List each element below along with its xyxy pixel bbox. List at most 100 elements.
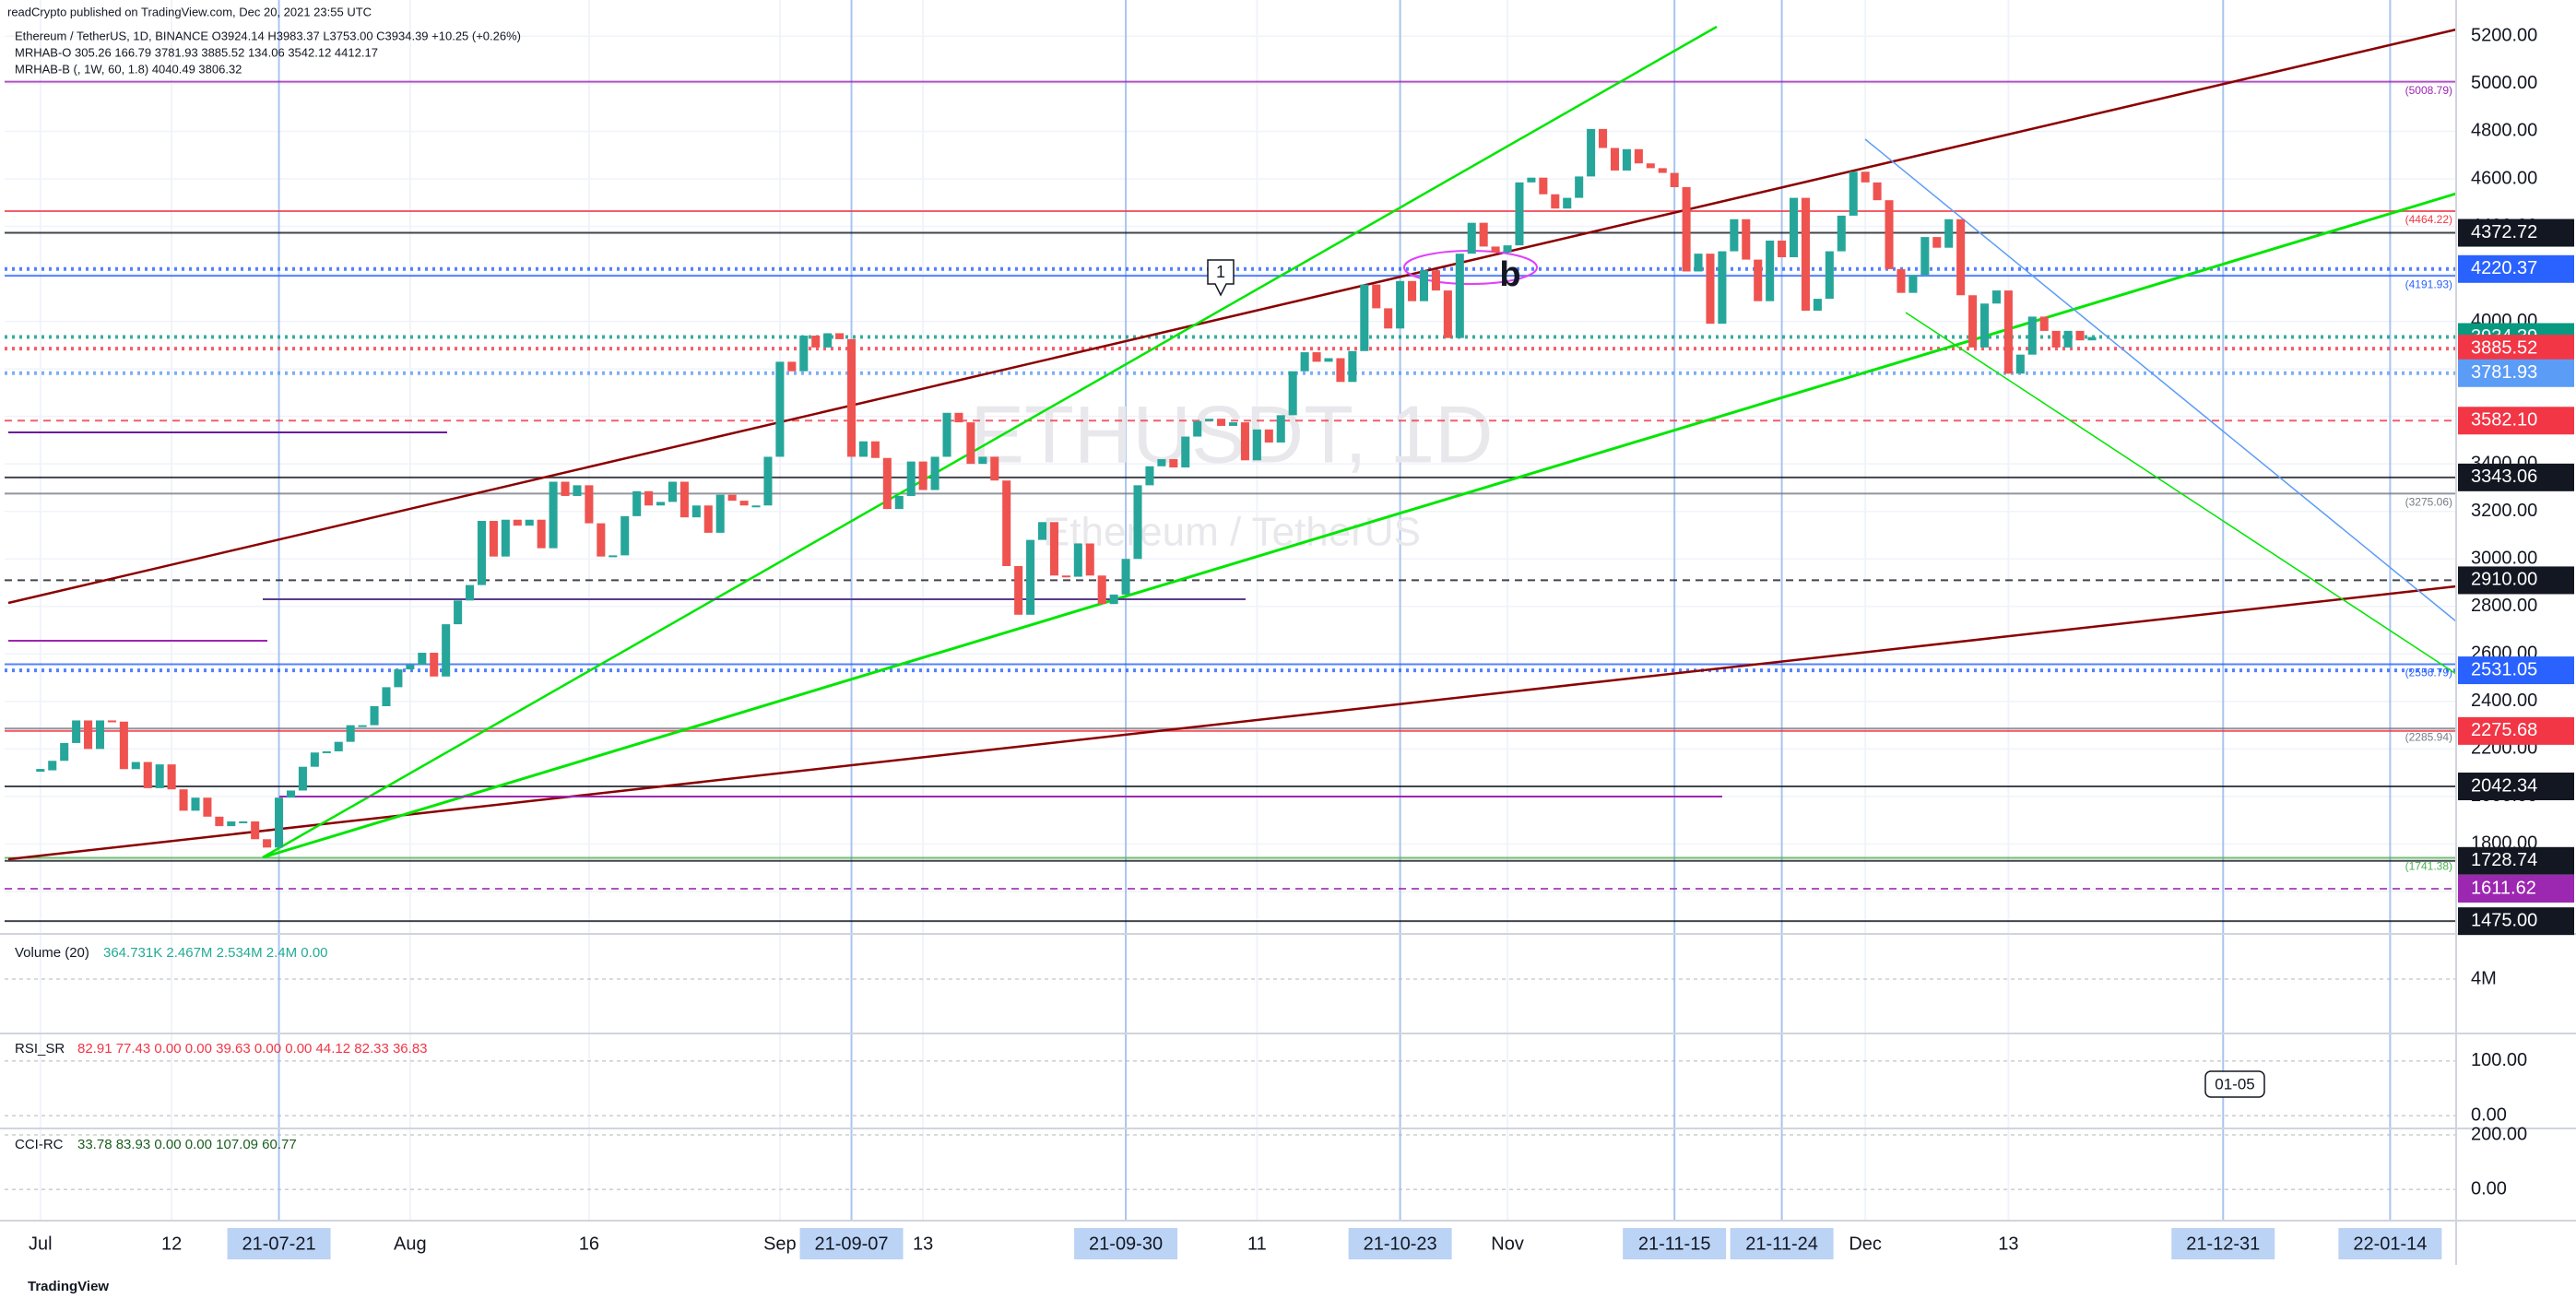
callout (1207, 259, 1235, 297)
price-badge (2458, 335, 2574, 363)
candle (644, 490, 654, 506)
candle (239, 821, 248, 823)
candle (1408, 280, 1417, 301)
candle (1754, 259, 1763, 301)
candle (858, 441, 868, 457)
x-tick-highlight (1623, 1228, 1727, 1259)
candle (1920, 237, 1930, 276)
candle (1288, 371, 1297, 416)
candle (656, 502, 666, 506)
candle (1563, 197, 1572, 209)
candle (632, 490, 642, 516)
candle (1778, 240, 1787, 258)
candle (990, 456, 999, 481)
candle (382, 687, 391, 706)
candle (1932, 237, 1942, 248)
price-badge (2458, 359, 2574, 387)
candle (2075, 330, 2085, 341)
trend-line (262, 25, 1718, 859)
candle (1157, 459, 1166, 466)
candle (1682, 187, 1691, 272)
candle (1217, 419, 1226, 426)
candle (454, 600, 463, 625)
candle (334, 741, 343, 751)
x-tick-label: Sep (763, 1234, 797, 1254)
y-tick-label: 3000.00 (2471, 549, 2537, 569)
note-label: (2556.79) (2405, 667, 2452, 679)
candle (573, 485, 582, 496)
y-tick-label: 2800.00 (2471, 596, 2537, 616)
candle (1467, 222, 1476, 254)
indicator-line: MRHAB-O 305.26 166.79 3781.93 3885.52 13… (15, 45, 378, 59)
candle (1479, 222, 1488, 247)
price-badge-label: 1611.62 (2471, 878, 2536, 898)
candle (131, 762, 140, 770)
price-badge (2458, 566, 2574, 595)
candle (1228, 422, 1238, 426)
candle (954, 412, 963, 423)
candle (322, 750, 331, 753)
candle (1766, 240, 1775, 301)
price-badge (2458, 407, 2574, 435)
symbol-line: Ethereum / TetherUS, 1D, BINANCE O3924.1… (15, 29, 521, 42)
price-badge-label: 3781.93 (2471, 362, 2537, 383)
candle (942, 412, 951, 457)
candle (1384, 308, 1393, 329)
note-label: (3275.06) (2405, 496, 2452, 509)
trend-line (7, 585, 2457, 861)
price-badge (2458, 463, 2574, 491)
candle (2003, 290, 2013, 374)
candle (1145, 466, 1154, 486)
badges-layer: 4372.724220.373934.3904:153885.523781.93… (2458, 218, 2574, 936)
candle (1991, 290, 2001, 304)
candle (286, 790, 296, 798)
header: readCrypto published on TradingView.com,… (7, 5, 521, 1294)
candle (263, 839, 272, 848)
price-badge (2458, 874, 2574, 903)
levels-layer: (5008.79) (4464.22) (4191.93) (3275.06) (255… (5, 80, 2456, 923)
candle (620, 515, 630, 556)
candle (1252, 429, 1261, 461)
candle (1539, 177, 1548, 195)
x-tick-highlight (2338, 1228, 2442, 1259)
x-tick-label: 21-09-30 (1089, 1234, 1163, 1254)
x-tick-highlight (2171, 1228, 2275, 1259)
indicator-line: MRHAB-B (, 1W, 60, 1.8) 4040.49 3806.32 (15, 62, 242, 76)
candle (1634, 148, 1643, 164)
candle (1730, 218, 1739, 252)
y-tick-label: 0.00 (2471, 1178, 2507, 1199)
x-tick-label: Jul (29, 1234, 53, 1254)
candle (155, 764, 164, 788)
candle (835, 333, 845, 339)
price-badge (2458, 218, 2574, 247)
trend-line (262, 192, 2457, 859)
candle (179, 789, 188, 811)
annotation: 1 (1216, 263, 1225, 281)
annotation-layer: 1 b (1207, 255, 1521, 297)
candle (668, 481, 677, 502)
candle (1956, 218, 1966, 296)
trend-line (1905, 312, 2457, 675)
x-tick-label: 21-11-15 (1638, 1234, 1711, 1254)
candle (906, 461, 916, 496)
watermark-subtitle: Ethereum / TetherUS (1043, 510, 1421, 555)
candle (1979, 303, 1990, 348)
note-label: (4464.22) (2405, 213, 2452, 226)
candle (513, 519, 522, 526)
candle (1312, 352, 1321, 362)
candle (1491, 246, 1500, 253)
x-tick-label: 16 (579, 1234, 599, 1254)
x-tick-label: 13 (913, 1234, 933, 1254)
candle (1336, 358, 1345, 383)
price-badge (2458, 907, 2574, 936)
price-badge-label: 1475.00 (2471, 910, 2537, 930)
candle (227, 821, 236, 827)
candle (1205, 419, 1214, 421)
candle (1718, 251, 1727, 325)
candle (370, 705, 379, 726)
candle (823, 333, 833, 348)
watermark-layer: ETHUSDT, 1D Ethereum / TetherUS (970, 388, 1493, 554)
x-tick-label: 11 (1247, 1234, 1267, 1254)
